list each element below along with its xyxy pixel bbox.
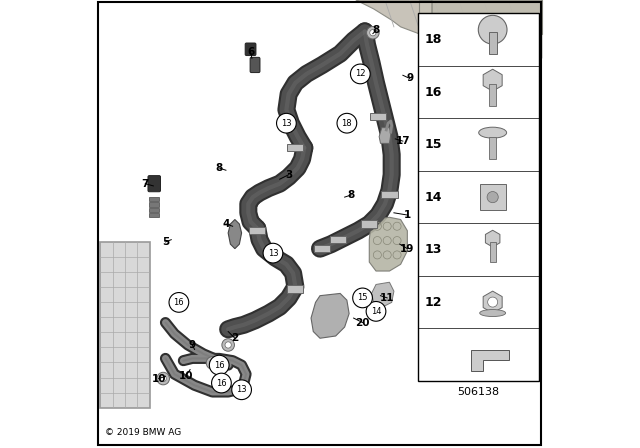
Circle shape	[160, 375, 166, 382]
Bar	[149, 208, 159, 212]
Bar	[480, 184, 506, 210]
FancyBboxPatch shape	[245, 43, 256, 56]
Text: 11: 11	[380, 293, 394, 303]
Text: 13: 13	[236, 385, 247, 394]
Circle shape	[357, 71, 364, 77]
Text: 13: 13	[425, 243, 442, 256]
Text: 18: 18	[425, 33, 442, 46]
Text: 17: 17	[396, 136, 410, 146]
Text: 13: 13	[281, 119, 292, 128]
Polygon shape	[379, 128, 391, 143]
Circle shape	[366, 302, 386, 321]
Bar	[149, 202, 159, 207]
Polygon shape	[432, 0, 541, 58]
Text: 16: 16	[173, 298, 184, 307]
Bar	[287, 144, 303, 151]
Circle shape	[209, 360, 216, 366]
Polygon shape	[228, 220, 242, 249]
Text: 14: 14	[371, 307, 381, 316]
FancyBboxPatch shape	[148, 176, 161, 192]
Polygon shape	[356, 0, 541, 38]
Polygon shape	[483, 69, 502, 91]
Circle shape	[206, 357, 219, 369]
Text: 20: 20	[355, 318, 370, 327]
Text: 16: 16	[214, 361, 225, 370]
Text: 2: 2	[231, 333, 239, 343]
Ellipse shape	[479, 127, 507, 138]
Bar	[370, 113, 387, 120]
Bar	[489, 84, 496, 106]
Circle shape	[367, 26, 379, 39]
Bar	[489, 32, 497, 54]
Circle shape	[212, 373, 231, 393]
Text: 10: 10	[152, 374, 166, 383]
Bar	[149, 197, 159, 201]
Circle shape	[488, 297, 498, 307]
Circle shape	[225, 342, 231, 348]
Text: 5: 5	[162, 237, 169, 247]
Bar	[489, 137, 496, 159]
Circle shape	[370, 30, 376, 36]
Text: 7: 7	[141, 179, 149, 189]
Polygon shape	[483, 291, 502, 313]
Polygon shape	[471, 349, 509, 370]
Bar	[330, 236, 346, 243]
Text: 16: 16	[425, 86, 442, 99]
Circle shape	[276, 113, 296, 133]
Circle shape	[353, 288, 372, 308]
Text: 10: 10	[179, 371, 193, 381]
Text: 12: 12	[355, 69, 365, 78]
Circle shape	[478, 15, 507, 44]
Bar	[361, 220, 378, 228]
Bar	[287, 285, 303, 293]
Polygon shape	[485, 230, 500, 247]
Text: 16: 16	[216, 379, 227, 388]
Text: 3: 3	[285, 170, 292, 180]
Bar	[314, 245, 330, 252]
Polygon shape	[371, 282, 394, 307]
Circle shape	[263, 243, 283, 263]
Text: 4: 4	[222, 219, 230, 229]
Text: 13: 13	[268, 249, 278, 258]
Text: 12: 12	[424, 296, 442, 309]
Text: 9: 9	[189, 340, 196, 350]
Circle shape	[351, 64, 370, 84]
Polygon shape	[419, 0, 541, 34]
Text: 8: 8	[372, 26, 380, 35]
Polygon shape	[369, 217, 407, 271]
Text: 15: 15	[424, 138, 442, 151]
Circle shape	[169, 293, 189, 312]
Text: 15: 15	[357, 293, 368, 302]
Circle shape	[354, 68, 367, 80]
Ellipse shape	[480, 310, 506, 317]
FancyBboxPatch shape	[250, 57, 260, 73]
Circle shape	[337, 113, 356, 133]
Text: 8: 8	[216, 163, 223, 173]
Text: © 2019 BMW AG: © 2019 BMW AG	[105, 428, 181, 437]
Bar	[100, 242, 150, 408]
Text: 18: 18	[342, 119, 352, 128]
Text: 14: 14	[424, 190, 442, 204]
Text: 6: 6	[247, 47, 254, 56]
Circle shape	[209, 355, 229, 375]
Text: 8: 8	[348, 190, 355, 200]
Circle shape	[232, 380, 252, 400]
Text: 19: 19	[400, 244, 415, 254]
Polygon shape	[311, 293, 349, 338]
Bar	[418, 13, 539, 381]
Text: 9: 9	[406, 73, 413, 83]
Circle shape	[157, 372, 170, 385]
Circle shape	[222, 339, 234, 351]
Text: 1: 1	[404, 210, 411, 220]
Circle shape	[487, 192, 499, 202]
Bar	[490, 242, 495, 262]
Text: 506138: 506138	[457, 387, 499, 397]
Bar	[381, 191, 397, 198]
Bar	[149, 213, 159, 217]
Bar	[249, 227, 266, 234]
